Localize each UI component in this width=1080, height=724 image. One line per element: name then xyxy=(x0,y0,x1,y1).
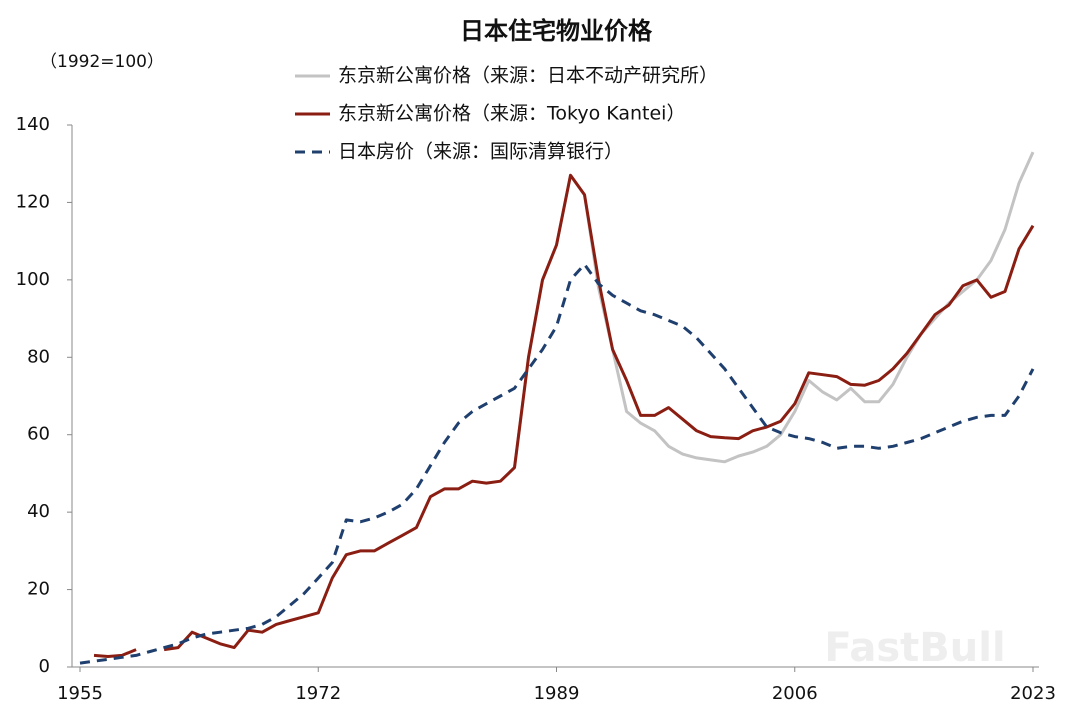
x-tick-label: 1989 xyxy=(534,683,580,704)
series-line xyxy=(93,173,1035,658)
watermark: FastBull xyxy=(824,625,1005,671)
x-tick-label: 2023 xyxy=(1010,683,1056,704)
y-tick-label: 100 xyxy=(16,269,50,290)
x-tick-label: 1955 xyxy=(57,683,103,704)
y-tick-label: 0 xyxy=(39,656,50,677)
chart-title: 日本住宅物业价格 xyxy=(460,17,653,45)
x-tick-label: 1972 xyxy=(295,683,341,704)
y-unit: （1992=100） xyxy=(40,52,164,72)
legend-label: 东京新公寓价格（来源：日本不动产研究所） xyxy=(338,65,718,87)
series-line xyxy=(499,151,1035,483)
y-tick-label: 140 xyxy=(16,114,50,135)
y-tick-label: 80 xyxy=(27,346,50,367)
x-tick-label: 2006 xyxy=(772,683,818,704)
legend-label: 东京新公寓价格（来源：Tokyo Kantei） xyxy=(338,103,685,125)
y-tick-label: 60 xyxy=(27,424,50,445)
series-line xyxy=(79,262,1035,665)
y-tick-label: 120 xyxy=(16,191,50,212)
y-tick-label: 40 xyxy=(27,501,50,522)
legend-label: 日本房价（来源：国际清算银行） xyxy=(338,141,623,163)
y-tick-label: 20 xyxy=(27,579,50,600)
